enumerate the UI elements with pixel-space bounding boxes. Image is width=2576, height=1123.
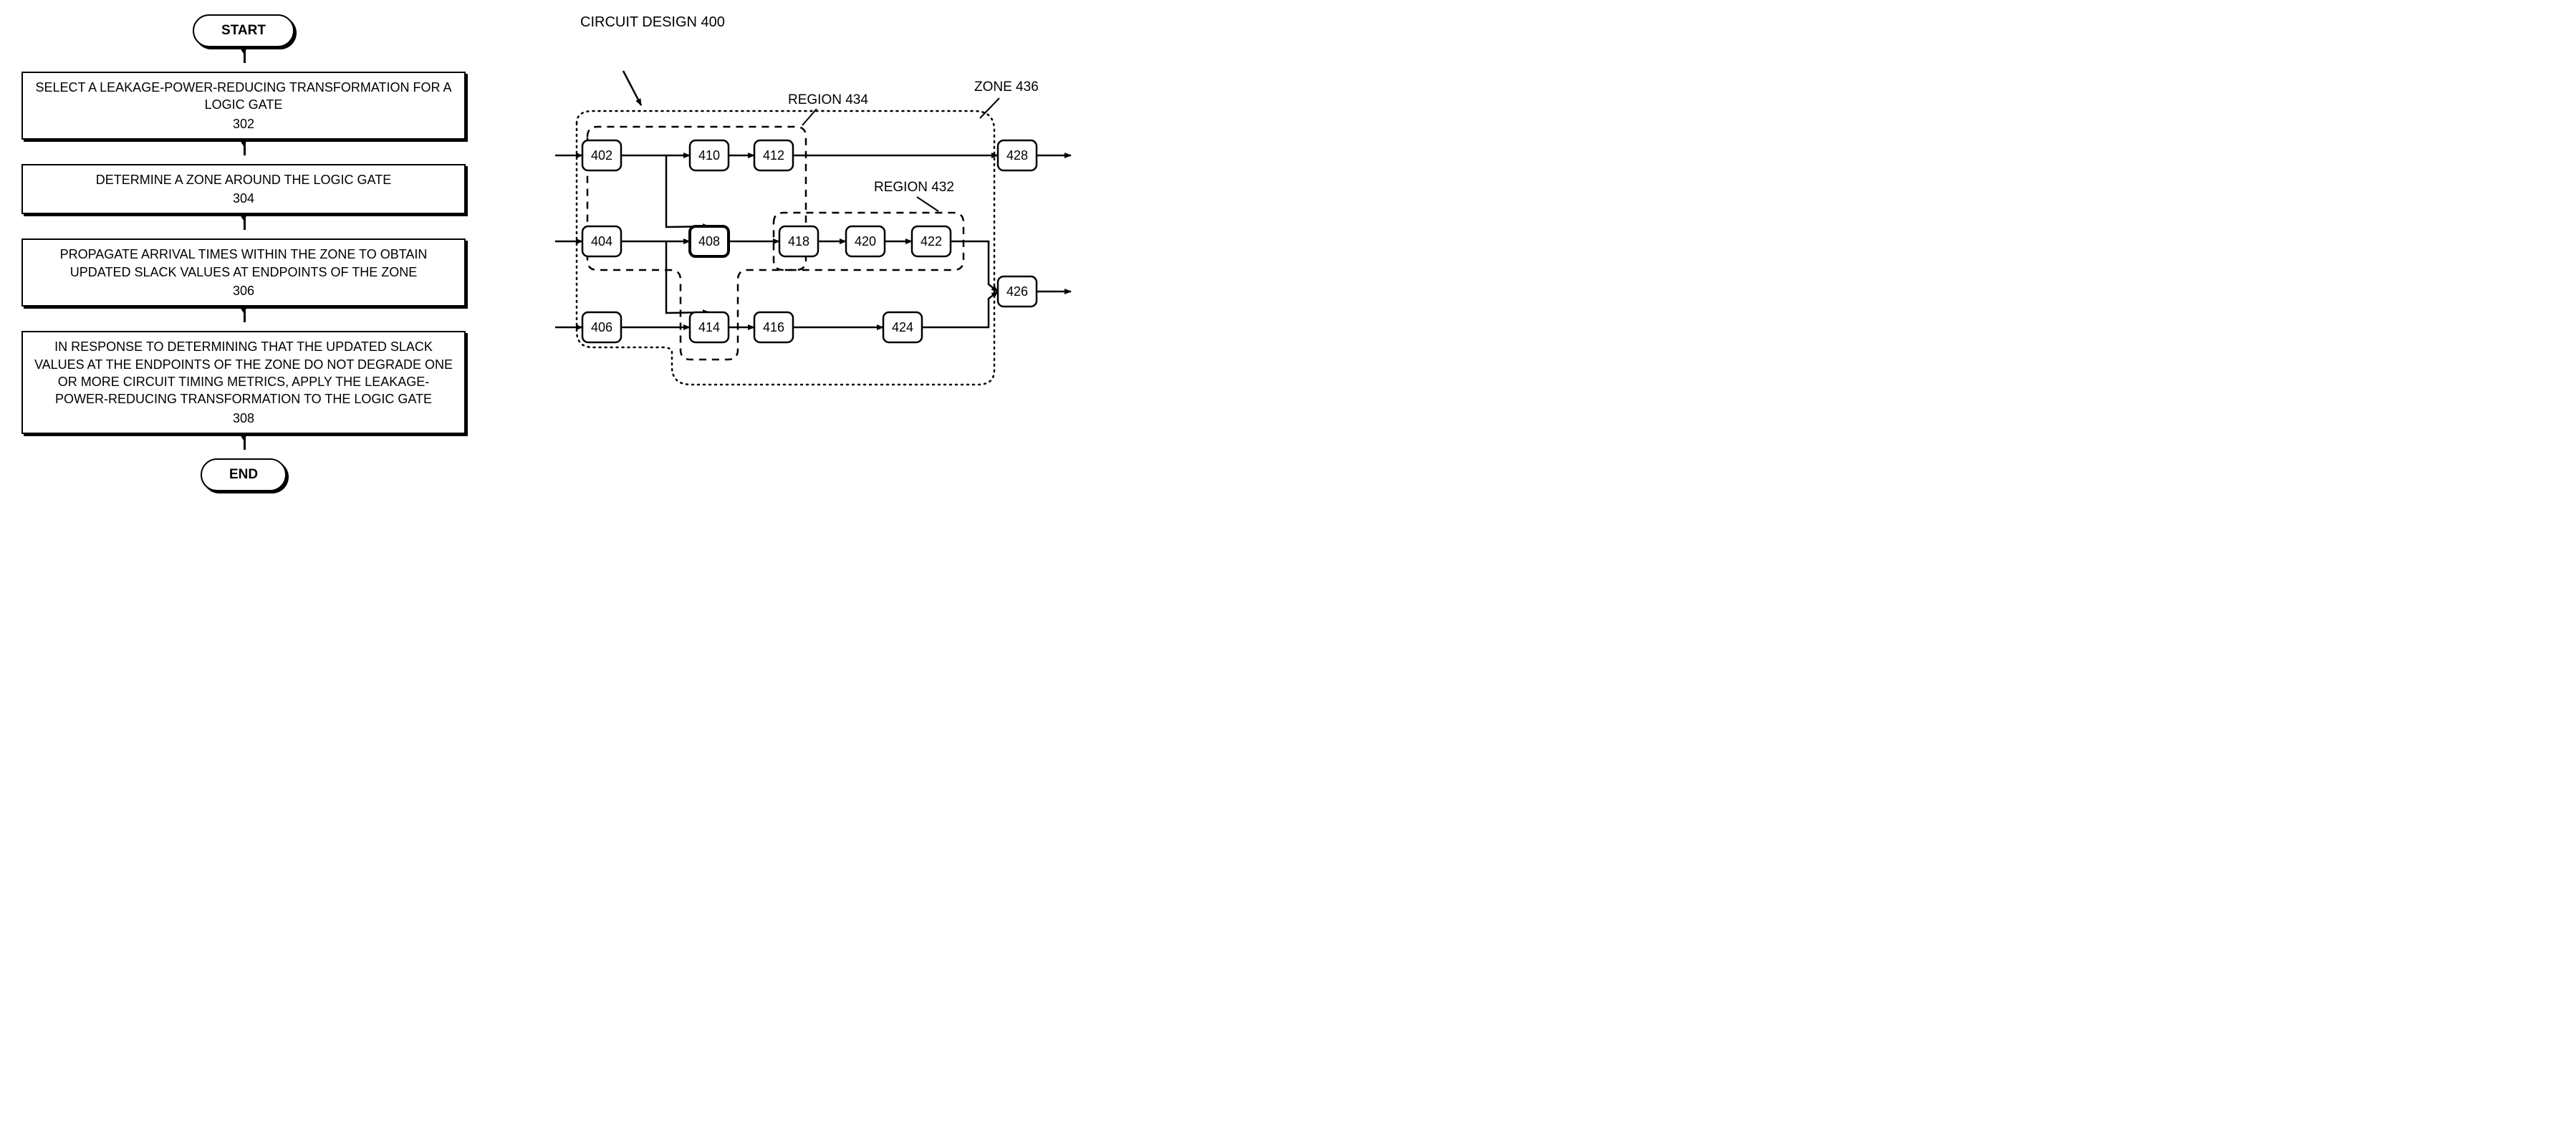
svg-text:ZONE 436: ZONE 436 xyxy=(974,79,1039,95)
svg-text:412: 412 xyxy=(763,148,784,163)
process-ref: 302 xyxy=(33,115,454,132)
circuit-title: CIRCUIT DESIGN 400 xyxy=(580,14,1118,31)
process-ref: 308 xyxy=(33,410,454,427)
svg-text:420: 420 xyxy=(855,234,876,249)
process-text: PROPAGATE ARRIVAL TIMES WITHIN THE ZONE … xyxy=(60,247,428,279)
svg-text:404: 404 xyxy=(591,234,612,249)
svg-text:424: 424 xyxy=(892,320,913,334)
process-text: DETERMINE A ZONE AROUND THE LOGIC GATE xyxy=(96,173,391,187)
process-text: IN RESPONSE TO DETERMINING THAT THE UPDA… xyxy=(34,339,453,406)
process-304: DETERMINE A ZONE AROUND THE LOGIC GATE 3… xyxy=(21,164,466,215)
svg-text:418: 418 xyxy=(788,234,809,249)
process-306: PROPAGATE ARRIVAL TIMES WITHIN THE ZONE … xyxy=(21,238,466,307)
svg-text:428: 428 xyxy=(1006,148,1028,163)
end-terminal: END xyxy=(201,458,287,491)
process-ref: 306 xyxy=(33,282,454,299)
svg-text:416: 416 xyxy=(763,320,784,334)
svg-text:410: 410 xyxy=(698,148,720,163)
svg-text:REGION 434: REGION 434 xyxy=(788,92,868,107)
process-ref: 304 xyxy=(33,190,454,207)
process-text: SELECT A LEAKAGE-POWER-REDUCING TRANSFOR… xyxy=(35,80,451,112)
svg-text:426: 426 xyxy=(1006,284,1028,299)
start-terminal: START xyxy=(193,14,294,47)
process-302: SELECT A LEAKAGE-POWER-REDUCING TRANSFOR… xyxy=(21,72,466,140)
circuit-diagram: CIRCUIT DESIGN 400 402 404 406 408 410 412 414… xyxy=(516,14,1118,410)
svg-text:402: 402 xyxy=(591,148,612,163)
flowchart: START SELECT A LEAKAGE-POWER-REDUCING TR… xyxy=(14,14,473,491)
svg-text:REGION 432: REGION 432 xyxy=(874,180,954,195)
circuit-svg: 402 404 406 408 410 412 414 416 418 420 422 424 426 4… xyxy=(516,34,1103,406)
process-308: IN RESPONSE TO DETERMINING THAT THE UPDA… xyxy=(21,331,466,433)
svg-text:422: 422 xyxy=(921,234,942,249)
svg-text:414: 414 xyxy=(698,320,720,334)
svg-text:408: 408 xyxy=(698,234,720,249)
svg-text:406: 406 xyxy=(591,320,612,334)
